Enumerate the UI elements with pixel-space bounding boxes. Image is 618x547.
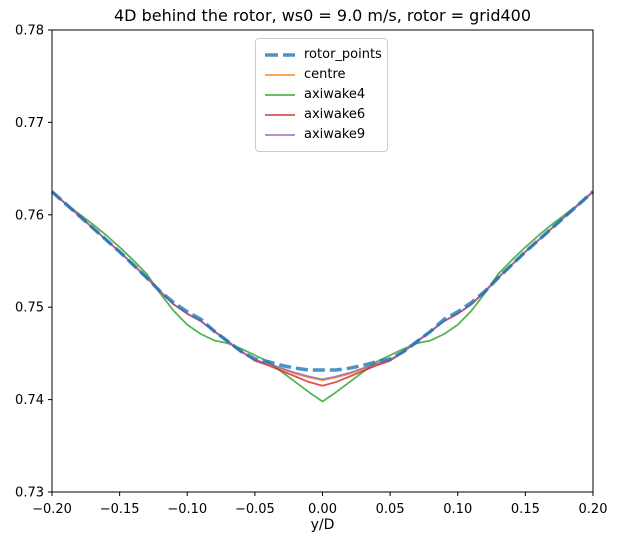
legend-swatch-axiwake9 (265, 134, 295, 136)
series-line-axiwake9 (51, 191, 594, 381)
series-line-rotor_points (50, 190, 595, 372)
legend-item-axiwake6: axiwake6 (265, 105, 378, 125)
legend-label-axiwake9: axiwake9 (304, 127, 366, 142)
legend-label-rotor_points: rotor_points (304, 47, 382, 62)
y-tick-label: 0.78 (15, 24, 44, 39)
x-tick-label: 0.05 (376, 502, 405, 517)
legend-item-rotor_points: rotor_points (265, 45, 382, 65)
legend-swatch-axiwake6 (265, 114, 295, 116)
x-tick-label: 0.20 (579, 502, 608, 517)
x-tick-label: −0.10 (167, 502, 207, 517)
legend-swatch-axiwake4 (265, 94, 295, 96)
legend-label-axiwake6: axiwake6 (304, 107, 366, 122)
legend-item-centre: centre (265, 65, 378, 85)
y-tick-label: 0.73 (15, 486, 44, 501)
series-line-axiwake6 (51, 191, 594, 387)
y-tick-label: 0.77 (15, 116, 44, 131)
chart-title: 4D behind the rotor, ws0 = 9.0 m/s, roto… (113, 6, 532, 25)
axes-frame (51, 29, 594, 493)
legend-item-axiwake9: axiwake9 (265, 125, 378, 145)
series-line-centre (51, 191, 594, 382)
y-tick-label: 0.76 (15, 208, 44, 223)
x-axis-label: y/D (310, 517, 335, 533)
y-tick-label: 0.74 (15, 393, 44, 408)
x-tick-label: −0.20 (32, 502, 72, 517)
series-line-axiwake4 (51, 191, 594, 403)
legend-label-centre: centre (304, 67, 346, 82)
legend-swatch-rotor_points (265, 53, 295, 57)
legend-swatch-centre (265, 74, 295, 76)
y-tick-label: 0.75 (15, 301, 44, 316)
x-tick-label: −0.05 (235, 502, 275, 517)
legend-label-axiwake4: axiwake4 (304, 87, 366, 102)
x-tick-label: 0.10 (443, 502, 472, 517)
x-tick-label: 0.15 (511, 502, 540, 517)
x-tick-label: −0.15 (100, 502, 140, 517)
legend-item-axiwake4: axiwake4 (265, 85, 378, 105)
x-tick-label: 0.00 (308, 502, 337, 517)
